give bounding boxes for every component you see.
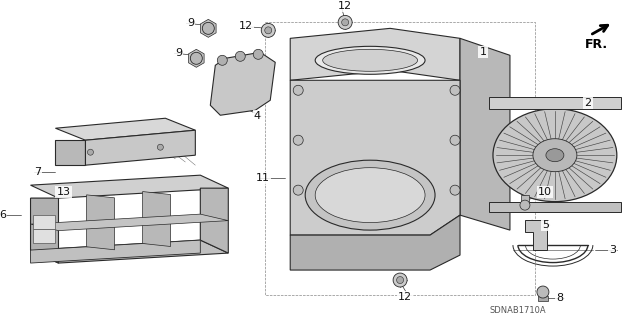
Polygon shape — [290, 28, 460, 80]
Circle shape — [342, 19, 349, 26]
Polygon shape — [31, 240, 228, 263]
Circle shape — [202, 22, 214, 34]
Text: 3: 3 — [609, 245, 616, 255]
Circle shape — [450, 185, 460, 195]
Text: 12: 12 — [338, 1, 352, 11]
Circle shape — [190, 52, 202, 64]
Circle shape — [293, 85, 303, 95]
Circle shape — [450, 135, 460, 145]
Text: 5: 5 — [543, 220, 549, 230]
Ellipse shape — [546, 149, 564, 162]
Text: 9: 9 — [175, 48, 182, 58]
Bar — [489, 202, 621, 211]
Circle shape — [157, 144, 163, 150]
Text: 12: 12 — [398, 292, 412, 302]
Polygon shape — [290, 80, 460, 235]
Text: 8: 8 — [556, 293, 563, 303]
Text: 11: 11 — [256, 173, 270, 183]
Text: 13: 13 — [56, 187, 70, 197]
Circle shape — [293, 185, 303, 195]
Polygon shape — [31, 240, 200, 263]
Ellipse shape — [323, 49, 417, 71]
Polygon shape — [31, 198, 58, 263]
Text: 10: 10 — [538, 187, 552, 197]
Text: 6: 6 — [0, 210, 6, 220]
Circle shape — [393, 273, 407, 287]
Ellipse shape — [493, 109, 617, 202]
Circle shape — [293, 135, 303, 145]
Circle shape — [450, 85, 460, 95]
Bar — [538, 296, 548, 301]
Bar — [521, 195, 529, 203]
Circle shape — [338, 15, 352, 29]
Text: 2: 2 — [584, 98, 591, 108]
Circle shape — [261, 23, 275, 37]
Ellipse shape — [315, 46, 425, 74]
Text: SDNAB1710A: SDNAB1710A — [490, 306, 547, 315]
Circle shape — [394, 274, 406, 286]
Polygon shape — [200, 188, 228, 253]
Ellipse shape — [305, 160, 435, 230]
Circle shape — [265, 27, 272, 34]
Circle shape — [253, 49, 263, 59]
Text: 7: 7 — [34, 167, 41, 177]
Polygon shape — [290, 215, 460, 270]
Ellipse shape — [533, 139, 577, 172]
Text: 1: 1 — [479, 47, 486, 57]
Text: 4: 4 — [253, 111, 261, 121]
Polygon shape — [33, 229, 56, 243]
Text: 12: 12 — [239, 21, 253, 31]
Circle shape — [520, 200, 530, 210]
Polygon shape — [460, 38, 510, 230]
Polygon shape — [86, 130, 195, 165]
Polygon shape — [31, 214, 228, 231]
Polygon shape — [31, 175, 228, 198]
Polygon shape — [525, 220, 547, 250]
Circle shape — [218, 55, 227, 65]
Text: 9: 9 — [187, 19, 194, 28]
Polygon shape — [86, 195, 115, 250]
Circle shape — [88, 149, 93, 155]
Polygon shape — [143, 191, 170, 247]
Text: FR.: FR. — [585, 38, 608, 51]
Circle shape — [537, 286, 549, 298]
Polygon shape — [33, 215, 56, 229]
Polygon shape — [211, 52, 275, 115]
Bar — [489, 97, 621, 109]
Polygon shape — [56, 118, 195, 140]
Ellipse shape — [315, 168, 425, 223]
Circle shape — [397, 277, 404, 284]
Circle shape — [236, 51, 245, 61]
Polygon shape — [56, 140, 86, 165]
